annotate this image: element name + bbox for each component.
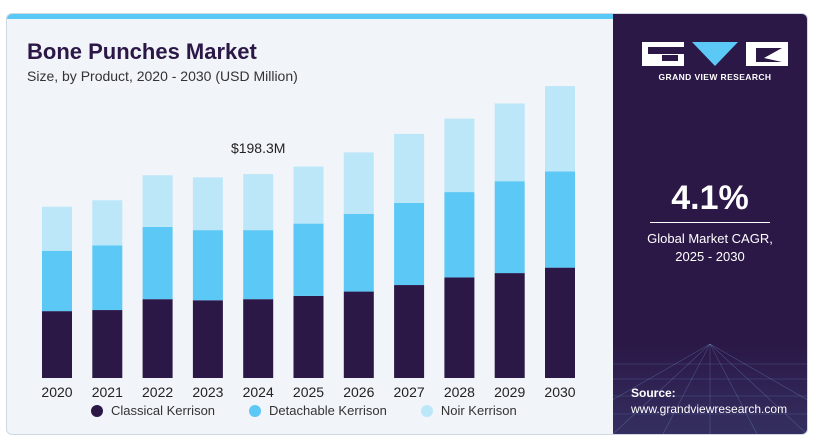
x-tick-label-2027: 2027 — [394, 384, 425, 400]
legend-swatch-detachable — [249, 404, 262, 417]
x-tick-label-2021: 2021 — [92, 384, 123, 400]
bar-2026-noir — [343, 152, 374, 214]
x-tick-label-2030: 2030 — [544, 384, 575, 400]
legend-label-classical: Classical Kerrison — [111, 403, 216, 418]
bar-2022-noir — [142, 175, 173, 227]
annotation-label-2024: $198.3M — [231, 140, 285, 156]
brand-name: GRAND VIEW RESEARCH — [658, 72, 772, 82]
legend-item-detachable: Detachable Kerrison — [249, 403, 387, 418]
x-tick-label-2022: 2022 — [142, 384, 173, 400]
bar-2022-detachable — [142, 226, 173, 300]
summary-sidebar: GRAND VIEW RESEARCH 4.1% Global Market C… — [613, 14, 807, 434]
bar-2030-detachable — [545, 171, 575, 268]
x-tick-label-2026: 2026 — [343, 384, 374, 400]
legend-label-noir: Noir Kerrison — [440, 403, 517, 418]
bar-2027-detachable — [394, 202, 425, 286]
bar-2022-classical — [142, 299, 173, 378]
bar-2028-detachable — [444, 192, 475, 278]
bar-2024-classical — [243, 299, 274, 378]
grand-view-research-logo — [642, 42, 788, 66]
legend-item-classical: Classical Kerrison — [91, 403, 215, 418]
bar-2025-classical — [293, 295, 324, 378]
x-tick-label-2029: 2029 — [494, 384, 525, 400]
x-tick-label-2023: 2023 — [192, 384, 223, 400]
x-tick-label-2020: 2020 — [41, 384, 72, 400]
cagr-label: Global Market CAGR, 2025 - 2030 — [613, 230, 807, 266]
cagr-label-line1: Global Market CAGR, — [647, 231, 773, 246]
bar-2024-noir — [243, 174, 274, 231]
source-url: www.grandviewresearch.com — [631, 402, 788, 416]
cagr-value: 4.1% — [671, 179, 749, 217]
cagr-divider — [650, 222, 770, 223]
chart-title: Bone Punches Market — [27, 39, 257, 64]
bar-2020-noir — [42, 206, 72, 251]
x-tick-label-2025: 2025 — [293, 384, 324, 400]
bar-2026-detachable — [343, 213, 374, 292]
x-tick-label-2028: 2028 — [444, 384, 475, 400]
bar-2028-classical — [444, 277, 475, 378]
bar-2020-detachable — [42, 250, 72, 312]
legend-swatch-noir — [420, 404, 433, 417]
bar-2023-noir — [192, 177, 223, 231]
bar-2029-classical — [494, 273, 525, 378]
bar-2025-noir — [293, 166, 324, 224]
bar-2020-classical — [42, 311, 72, 378]
bar-2028-noir — [444, 118, 475, 193]
source-label: Source: — [631, 386, 676, 400]
bar-2029-detachable — [494, 181, 525, 274]
bar-2025-detachable — [293, 223, 324, 296]
legend-swatch-classical — [91, 404, 103, 417]
chart-subtitle: Size, by Product, 2020 - 2030 (USD Milli… — [27, 68, 298, 84]
x-tick-label-2024: 2024 — [243, 384, 274, 400]
bar-2029-noir — [494, 103, 525, 182]
bar-2021-noir — [92, 200, 123, 246]
bar-2026-classical — [343, 291, 374, 378]
chart-panel: Bone Punches Market Size, by Product, 20… — [7, 19, 613, 434]
bar-2024-detachable — [243, 230, 274, 300]
infographic-card: Bone Punches Market Size, by Product, 20… — [6, 13, 808, 435]
stacked-bar-chart: 2020 2021 2022 2023 2024 $198.3M 2025 2026 2027 2… — [41, 86, 576, 400]
bar-2030-classical — [545, 267, 575, 378]
chart-legend: Classical Kerrison Detachable Kerrison N… — [91, 403, 551, 418]
bar-2021-detachable — [92, 245, 123, 311]
bar-2027-classical — [394, 285, 425, 378]
accent-top-bar — [7, 14, 613, 19]
decorative-grid — [613, 344, 807, 434]
bar-2023-classical — [192, 300, 223, 378]
bar-2027-noir — [394, 133, 425, 203]
bar-2030-noir — [545, 86, 575, 172]
cagr-label-line2: 2025 - 2030 — [675, 249, 745, 264]
legend-item-noir: Noir Kerrison — [420, 403, 517, 418]
bar-2023-detachable — [192, 230, 223, 301]
legend-label-detachable: Detachable Kerrison — [269, 403, 387, 418]
bar-2021-classical — [92, 310, 123, 378]
